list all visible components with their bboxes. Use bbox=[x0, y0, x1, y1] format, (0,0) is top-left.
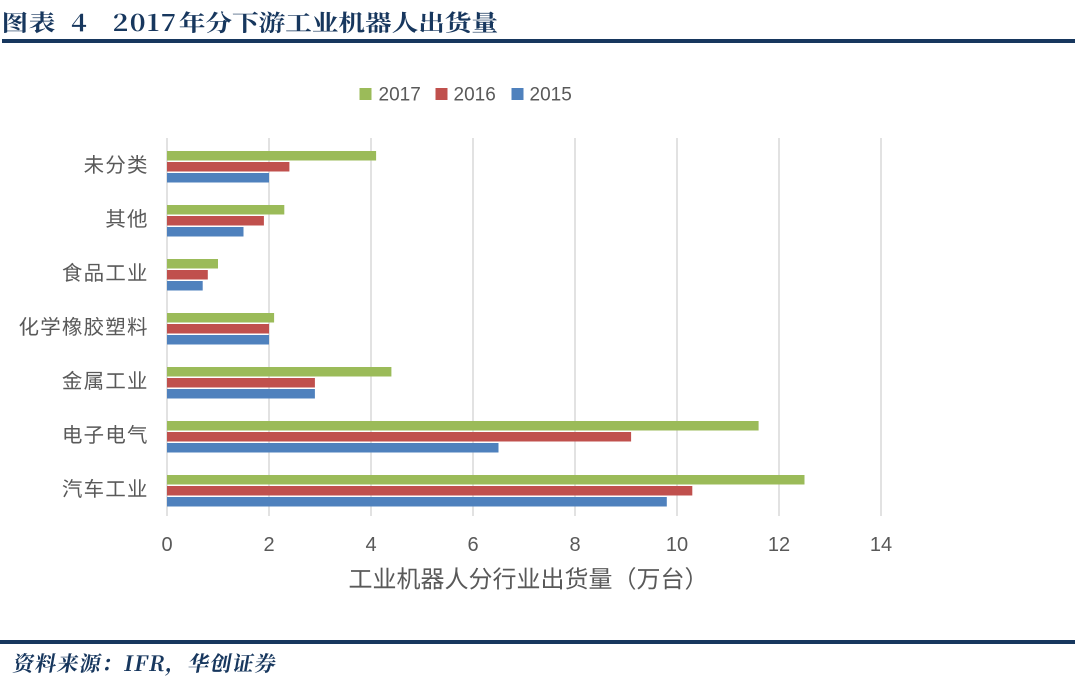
svg-text:6: 6 bbox=[467, 534, 478, 556]
svg-text:2: 2 bbox=[263, 534, 274, 556]
svg-text:0: 0 bbox=[161, 534, 172, 556]
svg-text:14: 14 bbox=[870, 534, 892, 556]
svg-text:8: 8 bbox=[569, 534, 580, 556]
svg-text:4: 4 bbox=[365, 534, 376, 556]
svg-text:12: 12 bbox=[768, 534, 790, 556]
svg-text:2015: 2015 bbox=[530, 85, 572, 106]
svg-text:2016: 2016 bbox=[454, 85, 496, 106]
svg-text:10: 10 bbox=[666, 534, 688, 556]
svg-text:2017: 2017 bbox=[379, 85, 421, 106]
